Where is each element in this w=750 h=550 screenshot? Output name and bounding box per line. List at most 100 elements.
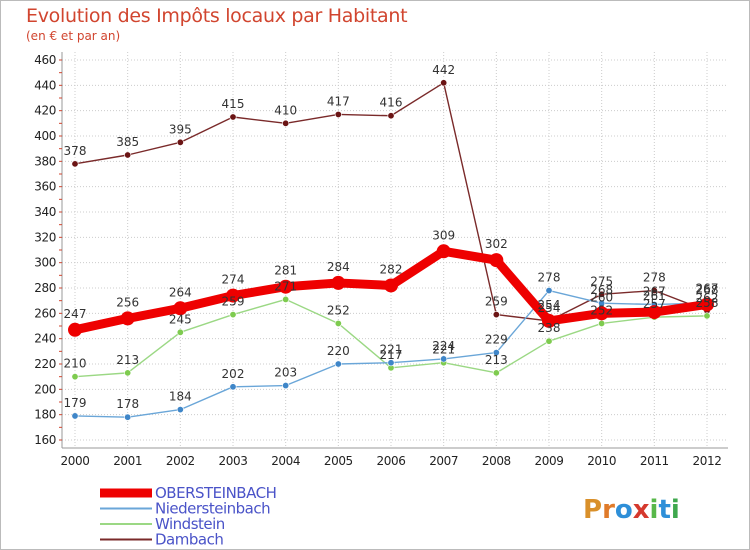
data-label-niedersteinbach: 221 [380,343,403,357]
data-point-niedersteinbach [124,413,132,421]
data-label-dambach: 278 [643,271,666,285]
data-point-obersteinbach [68,322,82,337]
data-label-niedersteinbach: 268 [696,283,719,297]
data-label-windstein: 210 [64,357,87,371]
data-point-obersteinbach [173,301,188,316]
data-label-dambach: 417 [327,94,350,108]
y-tick-label: 300 [34,256,56,270]
data-point-dambach [176,138,184,146]
y-tick-label: 340 [34,205,56,219]
data-label-obersteinbach: 274 [222,273,245,287]
data-point-dambach [124,151,132,159]
data-point-obersteinbach [647,305,662,320]
data-label-obersteinbach: 284 [327,260,350,274]
y-tick-label: 460 [34,53,56,67]
axes: 160 180 200 220 240 260 280 300 320 340 360 380 400 4… [34,52,728,468]
legend-label-niedersteinbach: Niedersteinbach [155,500,270,518]
y-tick-label: 160 [34,433,56,447]
data-point-dambach [229,113,237,121]
y-tick-label: 380 [34,154,56,168]
data-point-windstein [545,337,553,345]
data-label-obersteinbach: 261 [643,289,666,303]
y-tick-label: 400 [34,129,56,143]
legend-label-dambach: Dambach [155,531,223,549]
data-point-dambach [71,160,79,168]
data-point-dambach [387,112,395,120]
series-lines [68,79,714,421]
data-point-dambach [492,311,500,319]
x-tick-label: 2000 [61,454,90,468]
data-label-obersteinbach: 309 [432,228,455,242]
data-label-obersteinbach: 247 [64,307,87,321]
data-point-windstein [71,373,79,381]
data-label-windstein: 213 [485,353,508,367]
data-point-niedersteinbach [282,382,290,390]
data-label-niedersteinbach: 278 [538,271,561,285]
data-label-windstein: 221 [432,343,455,357]
data-point-windstein [598,319,606,327]
x-tick-label: 2001 [113,454,142,468]
data-point-dambach [598,290,606,298]
data-label-niedersteinbach: 268 [590,283,613,297]
data-label-windstein: 259 [222,295,245,309]
y-tick-label: 360 [34,180,56,194]
data-point-obersteinbach [594,306,609,321]
data-label-dambach: 416 [380,96,403,110]
y-tick-label: 220 [34,357,56,371]
data-point-obersteinbach [384,278,398,293]
data-label-niedersteinbach: 179 [64,396,87,410]
data-point-obersteinbach [278,279,293,294]
data-label-windstein: 217 [380,348,403,362]
data-label-obersteinbach: 264 [169,285,192,299]
data-point-niedersteinbach [334,360,342,368]
y-tick-label: 420 [34,104,56,118]
x-tick-label: 2009 [535,454,564,468]
data-label-niedersteinbach: 202 [222,367,245,381]
data-label-dambach: 262 [696,291,719,305]
y-tick-label: 200 [34,382,56,396]
y-tick-label: 180 [34,408,56,422]
data-label-obersteinbach: 281 [274,264,297,278]
data-point-niedersteinbach [545,287,553,295]
data-label-dambach: 385 [116,135,139,149]
data-label-obersteinbach: 254 [538,298,561,312]
data-point-obersteinbach [700,297,714,312]
data-label-windstein: 252 [327,303,350,317]
data-label-niedersteinbach: 203 [274,366,297,380]
data-point-niedersteinbach [71,412,79,420]
data-point-niedersteinbach [387,359,395,367]
data-label-obersteinbach: 260 [590,290,613,304]
data-point-niedersteinbach [229,383,237,391]
data-point-obersteinbach [120,311,135,326]
data-point-obersteinbach [436,244,451,259]
data-label-windstein: 213 [116,353,139,367]
x-tick-label: 2006 [377,454,406,468]
data-point-niedersteinbach [440,355,448,363]
x-tick-label: 2007 [429,454,458,468]
data-point-obersteinbach [331,275,346,290]
y-tick-label: 320 [34,230,56,244]
x-tick-label: 2012 [693,454,722,468]
data-label-windstein: 271 [274,279,297,293]
data-point-windstein [229,311,237,319]
data-label-dambach: 259 [485,295,508,309]
data-label-windstein: 252 [590,303,613,317]
data-point-windstein [334,319,342,327]
x-tick-label: 2011 [640,454,669,468]
data-label-obersteinbach: 256 [116,295,139,309]
x-tick-label: 2010 [587,454,616,468]
logo-text: Proxiti [583,495,680,525]
data-point-windstein [176,328,184,336]
legend: OBERSTEINBACHNiedersteinbachWindsteinDam… [100,484,277,549]
data-label-niedersteinbach: 229 [485,333,508,347]
x-tick-label: 2004 [271,454,300,468]
y-tick-label: 280 [34,281,56,295]
data-label-dambach: 378 [64,144,87,158]
x-tick-label: 2003 [219,454,248,468]
data-point-niedersteinbach [492,349,500,357]
data-point-windstein [124,369,132,377]
data-point-obersteinbach [542,313,556,328]
